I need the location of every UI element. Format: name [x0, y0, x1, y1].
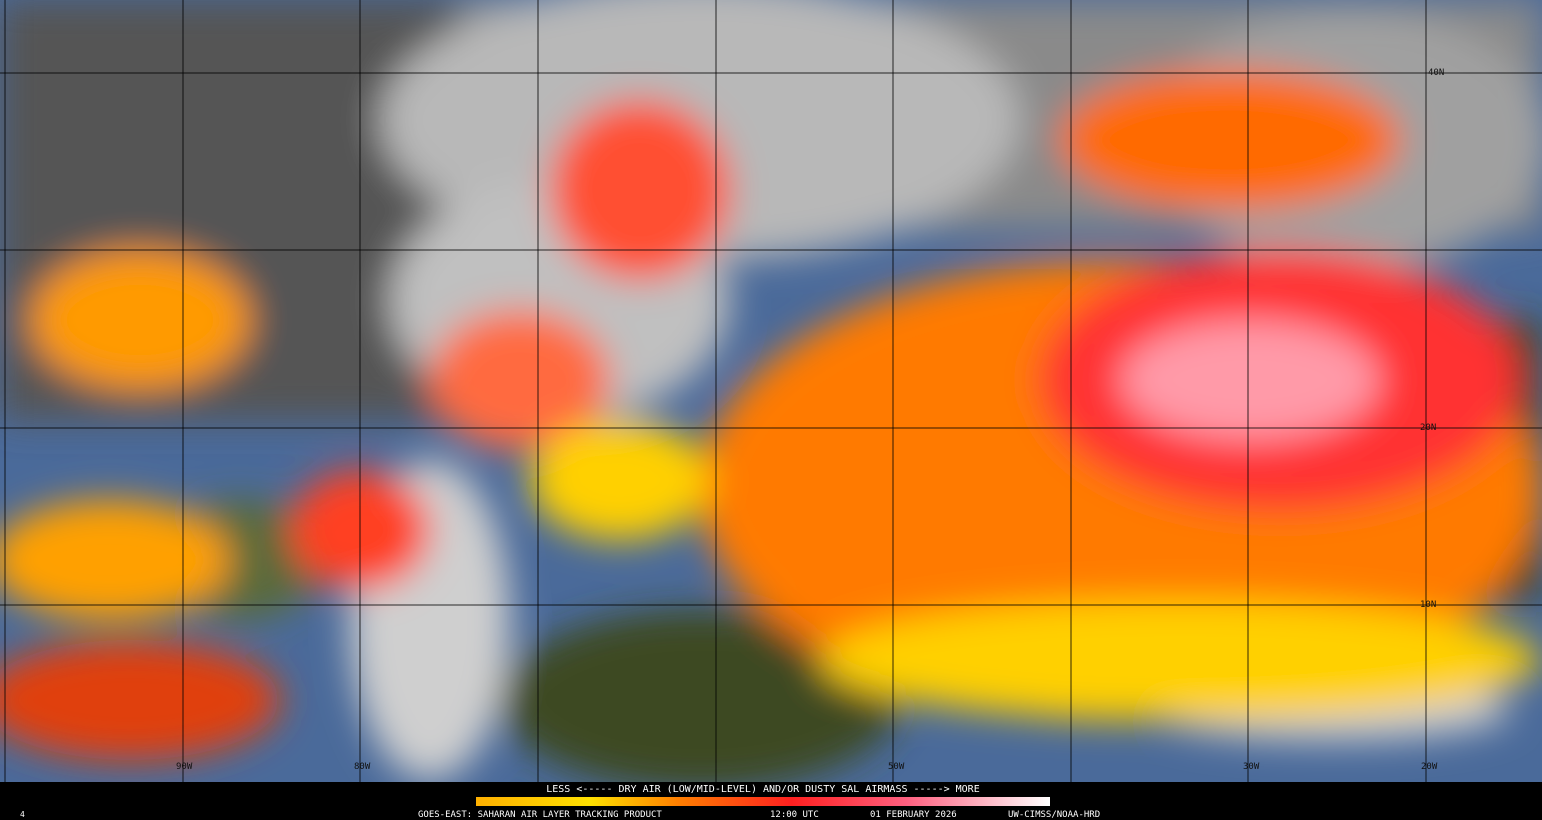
product-name: GOES-EAST: SAHARAN AIR LAYER TRACKING PR… — [418, 810, 662, 820]
graticule — [0, 0, 1542, 782]
longitude-label: 80W — [354, 762, 371, 772]
latitude-label: 10N — [1420, 600, 1436, 610]
latitude-label: 20N — [1420, 423, 1436, 433]
longitude-label: 20W — [1421, 762, 1438, 772]
imagery — [0, 0, 1542, 790]
credit: UW-CIMSS/NOAA-HRD — [1008, 810, 1100, 820]
longitude-label: 30W — [1243, 762, 1260, 772]
legend-colorbar — [476, 797, 1050, 806]
corner-mark: 4 — [20, 810, 25, 819]
longitude-label: 90W — [176, 762, 193, 772]
latitude-label: 40N — [1428, 68, 1444, 78]
legend-text: LESS <----- DRY AIR (LOW/MID-LEVEL) AND/… — [546, 784, 979, 795]
longitude-label: 50W — [888, 762, 905, 772]
time: 12:00 UTC — [770, 810, 819, 820]
date: 01 FEBRUARY 2026 — [870, 810, 957, 820]
